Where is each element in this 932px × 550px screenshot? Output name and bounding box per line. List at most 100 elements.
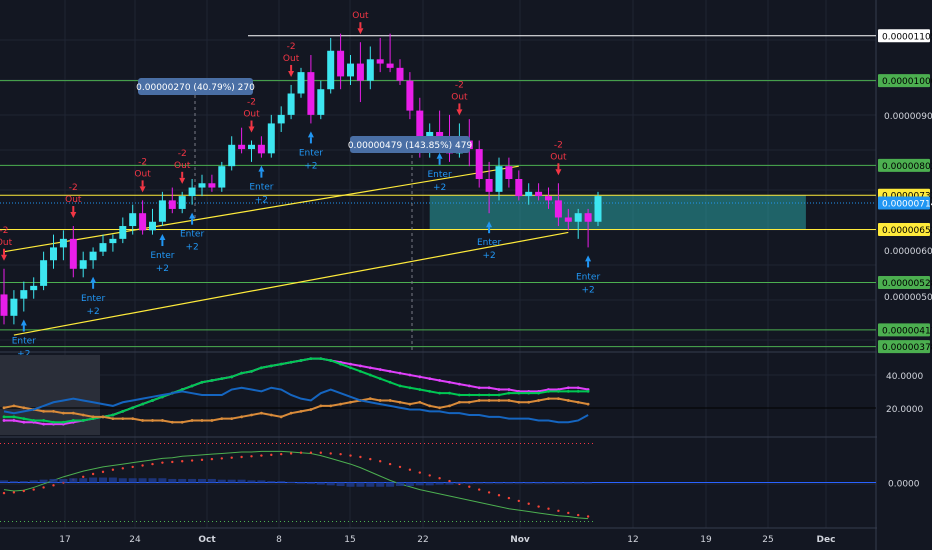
candle	[89, 251, 97, 261]
price-tag-label[interactable]: 0.00000652	[882, 226, 932, 236]
time-tick-label: 22	[417, 535, 428, 545]
dmi-point	[131, 406, 135, 410]
dmi-point	[418, 375, 422, 379]
macd-histogram-bar	[435, 482, 444, 485]
dmi-point	[12, 419, 16, 422]
dmi-point	[12, 415, 16, 419]
macd-signal-point	[101, 470, 105, 474]
dmi-point	[52, 420, 55, 424]
macd-signal-point	[487, 491, 491, 494]
macd-panel[interactable]	[0, 443, 876, 522]
dmi-point	[52, 409, 55, 413]
dmi-point	[428, 377, 432, 381]
candle	[554, 200, 562, 218]
enter-label: Enter	[150, 251, 174, 261]
dmi-panel[interactable]	[0, 355, 876, 435]
price-tag-bg	[878, 323, 930, 337]
dmi-point	[230, 417, 234, 421]
candle	[347, 63, 354, 77]
exit-label: -2	[287, 42, 296, 52]
time-axis[interactable]: 17 24 Oct 8 15 22 Nov 12 19 25 Dec	[59, 535, 835, 545]
exit-arrow	[1, 254, 7, 261]
price-tag-label[interactable]: 0.00000528	[882, 279, 932, 289]
macd-histogram-bar	[524, 482, 533, 484]
enter-arrow	[436, 152, 443, 159]
macd-histogram-bar	[376, 482, 385, 487]
macd-histogram-bar	[257, 480, 266, 483]
candle	[475, 149, 483, 179]
dmi-point	[42, 422, 45, 426]
exit-label: Out	[243, 110, 260, 120]
dmi-point	[368, 397, 372, 401]
macd-histogram-bar	[297, 482, 305, 484]
macd-signal-point	[240, 455, 243, 459]
macd-signal-point	[52, 484, 55, 487]
dmi-point	[359, 369, 362, 373]
dmi-point	[448, 404, 451, 408]
time-tick-label: 24	[129, 535, 141, 545]
macd-signal-point	[22, 489, 25, 493]
highlight-region	[0, 355, 100, 435]
macd-signal-point	[507, 496, 511, 500]
macd-signal-point	[299, 451, 303, 454]
exit-label: Out	[0, 238, 13, 248]
dmi-point	[190, 419, 194, 422]
dmi-point	[151, 419, 154, 422]
macd-signal-point	[438, 477, 441, 480]
macd-histogram-bar	[29, 480, 38, 483]
price-tag-label[interactable]: 0.00000378	[882, 343, 932, 353]
candle	[495, 166, 503, 192]
macd-signal-point	[478, 488, 481, 491]
macd-signal-point	[359, 455, 362, 459]
candle	[485, 179, 493, 192]
price-tag-label[interactable]: 0.00000802	[882, 162, 932, 172]
dmi-point	[576, 386, 580, 390]
price-tag-label[interactable]: 0.00001000	[882, 77, 932, 87]
dmi-point	[477, 386, 481, 390]
macd-signal-point	[586, 515, 590, 518]
macd-signal-point	[527, 502, 530, 505]
dmi-point	[131, 417, 135, 421]
measure-label[interactable]: 0.00000479 (143.85%) 479	[348, 141, 473, 151]
candle	[366, 59, 374, 81]
dmi-point	[418, 388, 422, 391]
measure-label-bg	[138, 78, 253, 95]
dmi-point	[339, 362, 342, 366]
macd-signal-point	[230, 456, 233, 459]
enter-label: +2	[185, 243, 198, 253]
dmi-point	[2, 406, 6, 410]
enter-label: Enter	[12, 337, 36, 347]
macd-signal-point	[121, 467, 125, 470]
dmi-point	[230, 375, 234, 379]
candle	[416, 110, 424, 150]
candle	[594, 196, 602, 222]
dmi-point	[547, 389, 550, 393]
dmi-point	[319, 404, 323, 408]
exit-label: Out	[174, 161, 191, 171]
measure-label[interactable]: 0.00000270 (40.79%) 270	[136, 83, 255, 93]
price-tag-bg	[878, 74, 930, 88]
macd-signal-point	[2, 491, 6, 495]
candle	[129, 213, 137, 227]
dmi-point	[329, 359, 333, 362]
dmi-point	[428, 389, 432, 393]
dmi-point	[279, 415, 283, 419]
price-tag-label[interactable]: 0.00000714	[882, 199, 932, 209]
dmi-point	[547, 397, 550, 401]
dmi-point	[250, 413, 253, 417]
dmi-point	[438, 379, 441, 382]
macd-histogram-bar	[79, 478, 88, 483]
price-tag-label[interactable]: 0.00001105	[882, 32, 932, 42]
dmi-point	[200, 380, 204, 384]
macd-signal-point	[42, 486, 45, 489]
macd-signal-point	[141, 464, 144, 467]
price-panel[interactable]: Out -2 Enter +2 Out -2 Enter +2 Out -2 Enter +2 Out -…	[0, 11, 876, 360]
macd-histogram-bar	[455, 482, 464, 484]
price-tag-label[interactable]: 0.00000417	[882, 326, 932, 336]
macd-histogram-bar	[415, 482, 424, 486]
macd-histogram-bar	[554, 482, 563, 484]
